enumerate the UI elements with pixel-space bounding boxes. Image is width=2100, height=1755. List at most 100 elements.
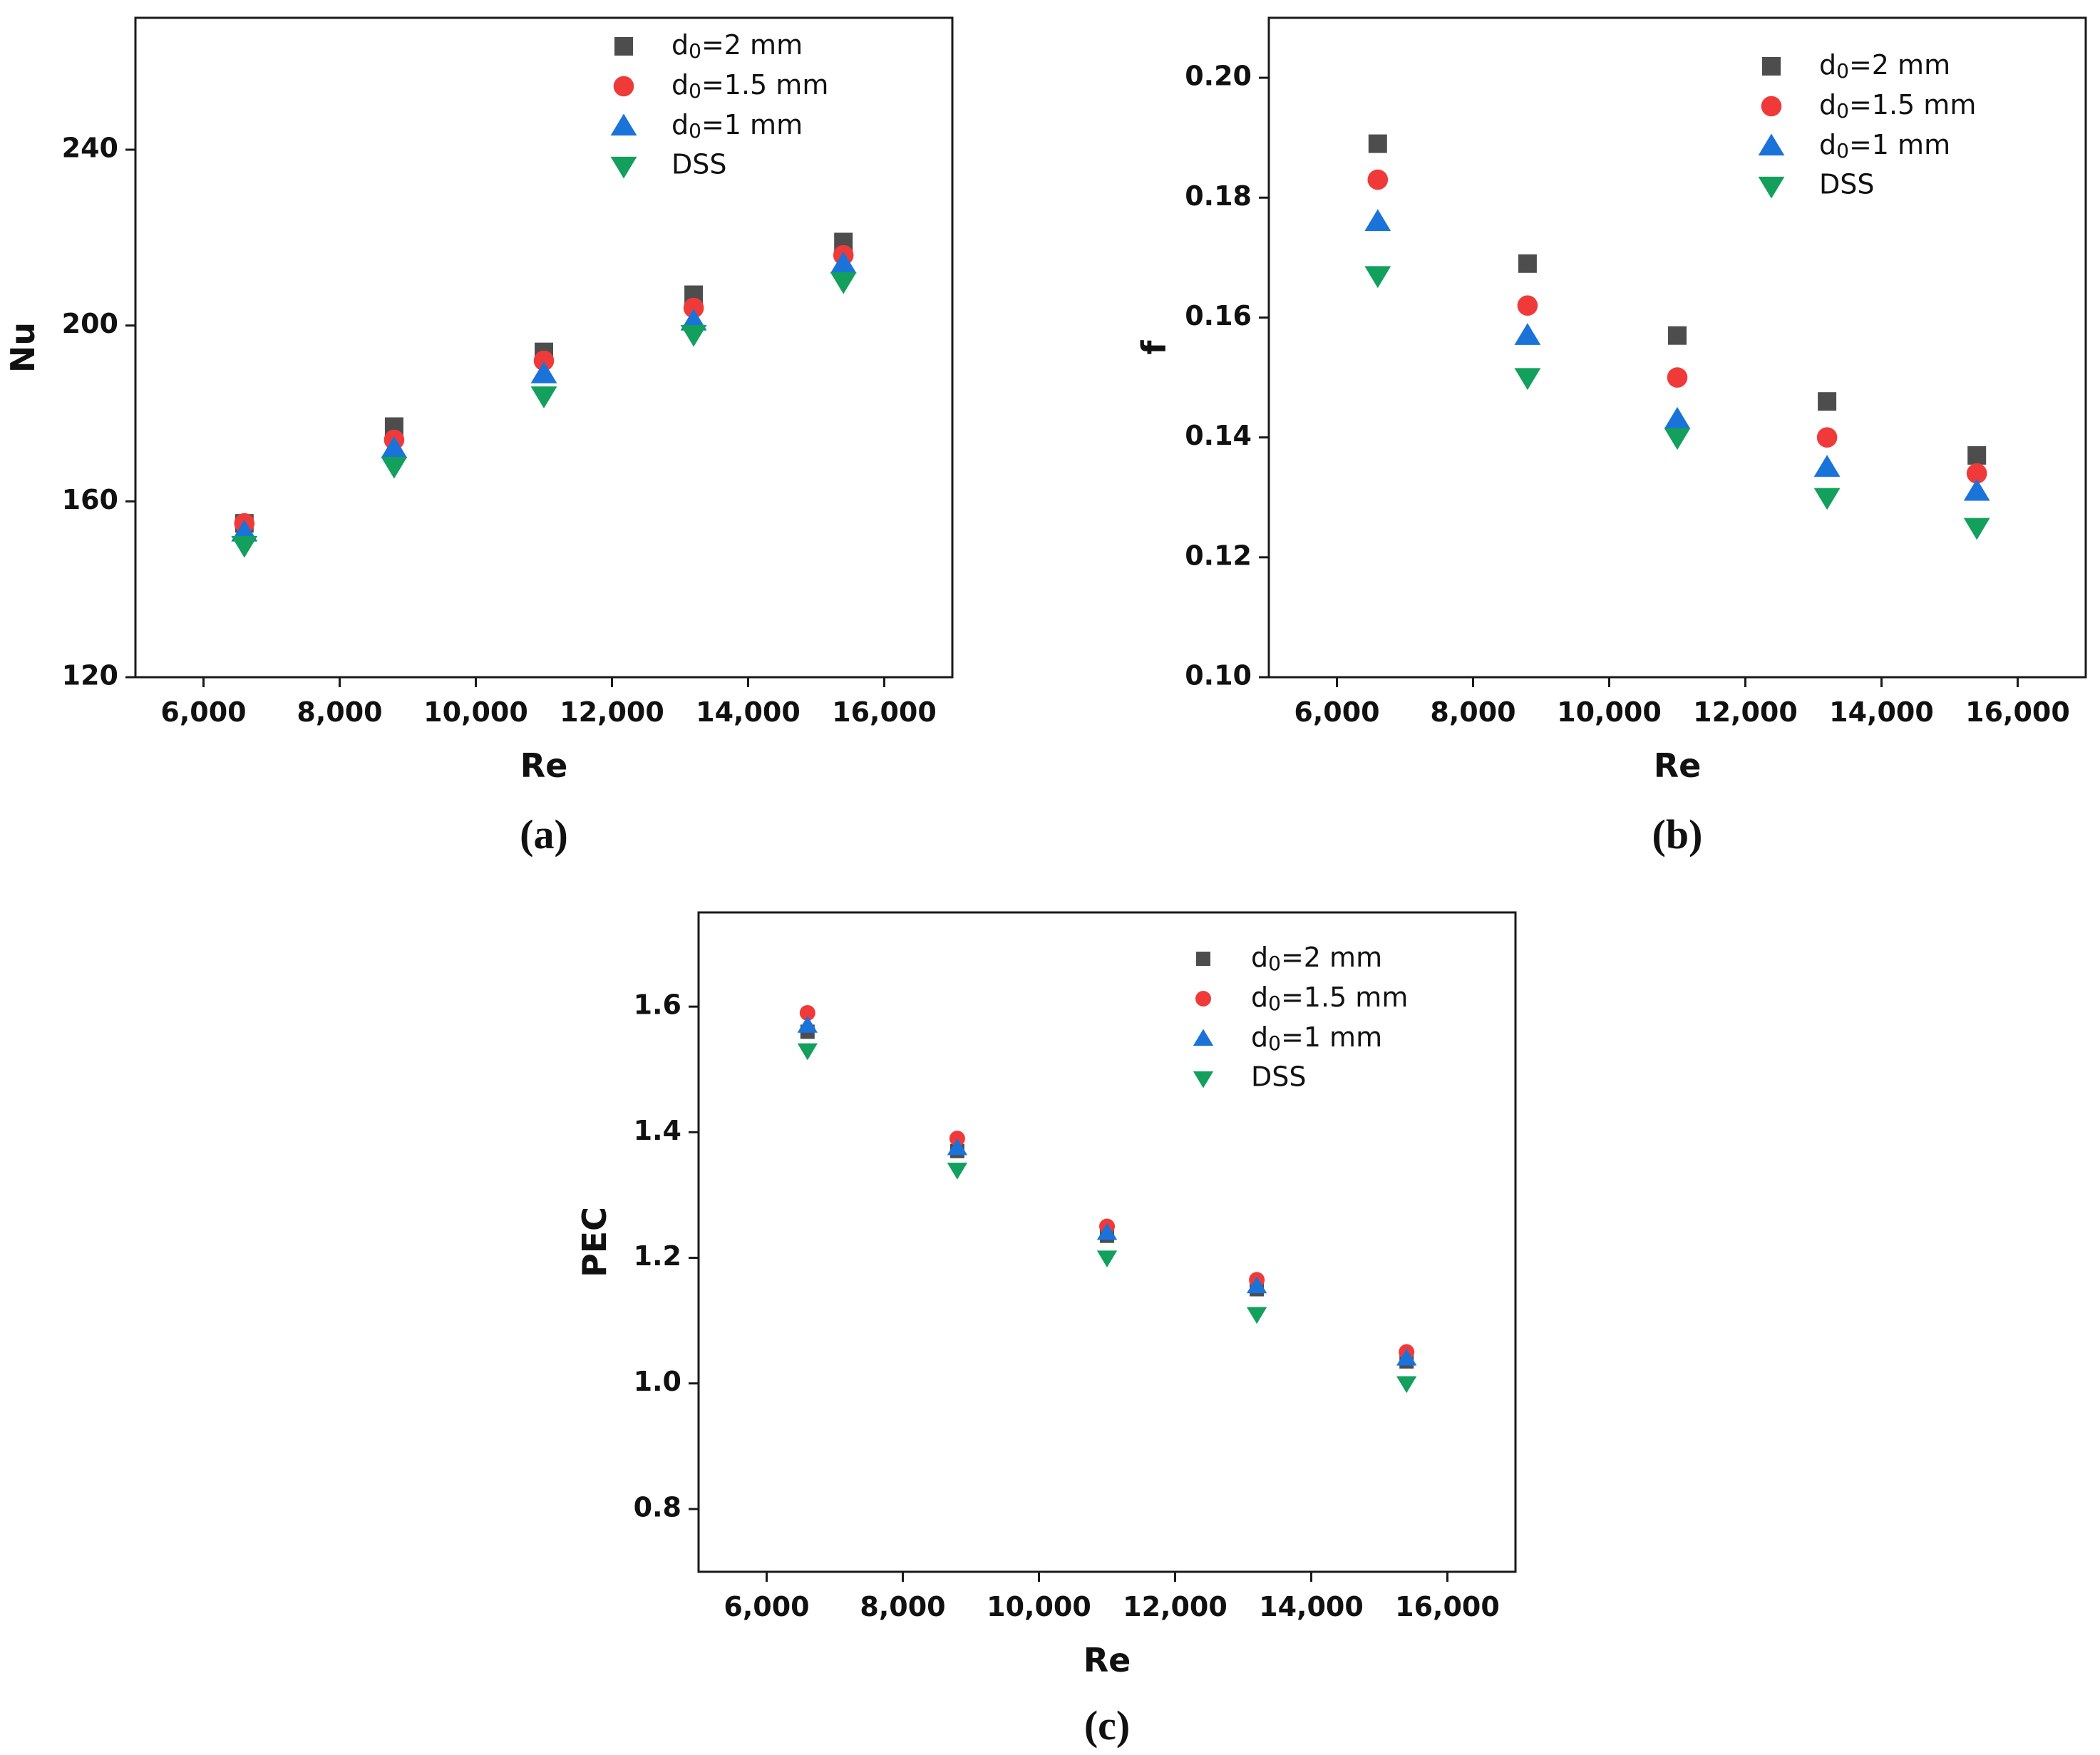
legend-label-d0_1_5mm: d0=1.5 mm: [671, 69, 828, 103]
legend-label-d0_1_5mm: d0=1.5 mm: [1819, 89, 1976, 123]
x-axis-title: Re: [520, 746, 568, 785]
plot-frame: [1267, 16, 2087, 679]
panel-label: (c): [1084, 1702, 1130, 1749]
legend-marker-d0_1mm: [1758, 133, 1785, 156]
data-point-DSS: [1813, 488, 1841, 510]
legend-label-d0_1mm: d0=1 mm: [1251, 1021, 1382, 1056]
plot-frame: [697, 911, 1517, 1573]
data-point-d0_1mm: [1514, 323, 1541, 345]
plot-frame: [134, 16, 954, 679]
x-tick-label: 8,000: [297, 696, 382, 728]
data-point-d0_1_5mm: [1367, 169, 1389, 190]
legend-marker-d0_1_5mm: [613, 76, 634, 97]
data-point-DSS: [1246, 1307, 1267, 1324]
data-point-d0_1mm: [947, 1138, 968, 1156]
data-point-d0_1mm: [1963, 478, 1990, 501]
y-tick-label: 0.20: [1185, 61, 1252, 92]
data-point-d0_1_5mm: [1517, 295, 1538, 316]
legend-label-d0_2mm: d0=2 mm: [1819, 49, 1950, 83]
legend-marker-d0_1_5mm: [1195, 991, 1211, 1007]
legend-marker-DSS: [1193, 1071, 1214, 1088]
x-tick-label: 14,000: [1829, 696, 1934, 728]
data-point-d0_1mm: [797, 1016, 818, 1033]
x-tick-label: 10,000: [987, 1591, 1091, 1622]
chart-panel-2: 6,000 8,000 10,000 12,000 14,000 16,000 0.10 0.…: [1135, 16, 2087, 858]
data-point-DSS: [797, 1043, 818, 1061]
x-tick-label: 16,000: [1395, 1591, 1500, 1622]
x-tick-label: 16,000: [832, 696, 937, 728]
data-point-d0_1_5mm: [533, 350, 555, 371]
data-point-DSS: [530, 386, 557, 408]
data-point-d0_2mm: [1668, 326, 1687, 345]
x-tick-label: 12,000: [1693, 696, 1798, 728]
chart-panel-3: 6,000 8,000 10,000 12,000 14,000 16,000 0.8 1.0…: [575, 911, 1517, 1749]
legend-label-DSS: DSS: [1819, 169, 1875, 200]
chart-panel-1: 6,000 8,000 10,000 12,000 14,000 16,000 120 160…: [4, 16, 954, 858]
y-axis-title: f: [1135, 340, 1173, 355]
x-tick-label: 8,000: [860, 1591, 945, 1622]
data-point-DSS: [1396, 1376, 1417, 1394]
data-point-d0_1_5mm: [1966, 463, 1987, 484]
panel-label: (a): [520, 811, 568, 858]
y-tick-label: 0.18: [1185, 180, 1252, 212]
data-point-d0_1mm: [1664, 406, 1691, 429]
data-point-DSS: [830, 272, 857, 294]
y-axis-title: Nu: [4, 322, 42, 373]
y-tick-label: 0.14: [1185, 420, 1252, 451]
y-tick-label: 0.12: [1185, 540, 1252, 571]
x-tick-label: 6,000: [724, 1591, 809, 1622]
data-point-d0_1_5mm: [1816, 427, 1838, 448]
data-point-d0_2mm: [1368, 134, 1387, 153]
legend-label-d0_1_5mm: d0=1.5 mm: [1251, 982, 1408, 1016]
data-point-d0_1mm: [1246, 1276, 1267, 1294]
data-point-d0_1mm: [1813, 455, 1841, 477]
y-tick-label: 1.6: [634, 989, 681, 1021]
legend-label-d0_1mm: d0=1 mm: [671, 109, 803, 143]
legend: d0=2 mm d0=1.5 mm d0=1 mm DSS: [1193, 942, 1408, 1093]
data-point-d0_2mm: [1818, 392, 1837, 411]
data-point-d0_1mm: [381, 436, 408, 458]
data-point-DSS: [947, 1163, 968, 1180]
data-point-d0_1mm: [830, 251, 857, 274]
data-point-DSS: [381, 456, 408, 479]
y-tick-label: 0.8: [634, 1491, 681, 1523]
x-tick-label: 6,000: [160, 696, 246, 728]
y-tick-label: 1.4: [634, 1115, 681, 1146]
data-point-DSS: [1096, 1250, 1118, 1268]
y-tick-label: 120: [62, 660, 118, 691]
data-point-DSS: [1963, 518, 1990, 540]
data-point-d0_1_5mm: [683, 297, 704, 319]
y-tick-label: 200: [62, 308, 118, 339]
panel-label: (b): [1652, 811, 1703, 858]
x-axis-title: Re: [1654, 746, 1702, 785]
data-point-d0_1mm: [1364, 209, 1391, 232]
data-point-d0_2mm: [1967, 446, 1987, 465]
y-tick-label: 1.0: [634, 1366, 681, 1397]
data-point-d0_1mm: [530, 361, 557, 384]
y-tick-label: 0.10: [1185, 660, 1252, 691]
x-tick-label: 12,000: [560, 696, 664, 728]
data-point-d0_1_5mm: [1667, 367, 1688, 388]
x-tick-label: 16,000: [1965, 696, 2070, 728]
data-point-DSS: [1364, 266, 1391, 289]
legend-label-d0_2mm: d0=2 mm: [671, 29, 803, 63]
legend-label-DSS: DSS: [671, 149, 727, 180]
y-tick-label: 1.2: [634, 1240, 681, 1272]
data-point-d0_1_5mm: [799, 1004, 815, 1021]
data-point-d0_1mm: [1096, 1223, 1118, 1240]
data-point-DSS: [1514, 368, 1541, 391]
x-tick-label: 10,000: [423, 696, 528, 728]
legend-marker-d0_2mm: [1196, 952, 1210, 966]
legend-label-d0_2mm: d0=2 mm: [1251, 942, 1382, 976]
legend-marker-d0_2mm: [1762, 57, 1781, 76]
data-point-d0_1mm: [1396, 1348, 1417, 1366]
x-tick-label: 14,000: [696, 696, 801, 728]
x-tick-label: 6,000: [1294, 696, 1379, 728]
legend-marker-d0_1mm: [1193, 1029, 1214, 1046]
x-tick-label: 10,000: [1557, 696, 1662, 728]
x-tick-label: 8,000: [1430, 696, 1515, 728]
legend-marker-DSS: [610, 156, 637, 179]
y-tick-label: 160: [62, 484, 118, 515]
y-tick-label: 0.16: [1185, 300, 1252, 331]
